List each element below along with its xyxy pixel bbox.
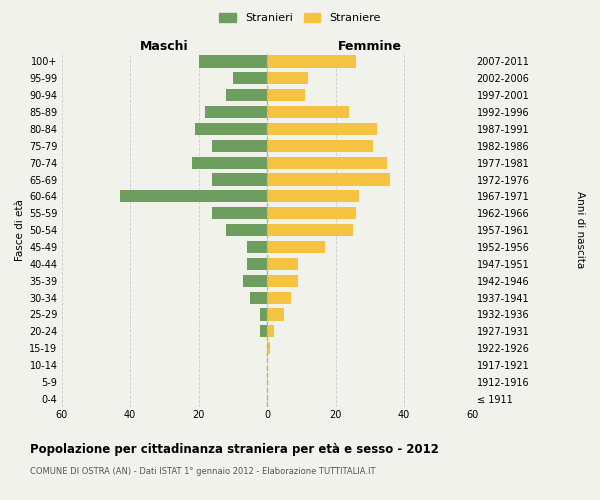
Bar [267, 89, 305, 101]
Legend: Stranieri, Straniere: Stranieri, Straniere [215, 8, 385, 28]
Bar [212, 207, 267, 220]
Bar [120, 190, 267, 202]
Bar [195, 123, 267, 135]
Bar [267, 123, 377, 135]
Text: Femmine: Femmine [338, 40, 402, 53]
Bar [267, 325, 274, 338]
Bar [267, 106, 349, 118]
Y-axis label: Fasce di età: Fasce di età [15, 199, 25, 261]
Bar [212, 174, 267, 186]
Bar [267, 140, 373, 152]
Bar [267, 241, 325, 253]
Bar [226, 224, 267, 236]
Bar [233, 72, 267, 85]
Y-axis label: Anni di nascita: Anni di nascita [575, 192, 585, 268]
Bar [199, 56, 267, 68]
Bar [243, 274, 267, 287]
Bar [192, 156, 267, 168]
Bar [267, 308, 284, 320]
Bar [267, 274, 298, 287]
Bar [260, 325, 267, 338]
Bar [267, 56, 356, 68]
Bar [267, 224, 353, 236]
Bar [267, 342, 271, 354]
Bar [226, 89, 267, 101]
Bar [250, 292, 267, 304]
Bar [267, 156, 387, 168]
Bar [267, 174, 390, 186]
Bar [247, 258, 267, 270]
Bar [247, 241, 267, 253]
Text: Maschi: Maschi [140, 40, 188, 53]
Text: COMUNE DI OSTRA (AN) - Dati ISTAT 1° gennaio 2012 - Elaborazione TUTTITALIA.IT: COMUNE DI OSTRA (AN) - Dati ISTAT 1° gen… [30, 468, 376, 476]
Bar [260, 308, 267, 320]
Bar [267, 207, 356, 220]
Bar [267, 72, 308, 85]
Text: Popolazione per cittadinanza straniera per età e sesso - 2012: Popolazione per cittadinanza straniera p… [30, 442, 439, 456]
Bar [205, 106, 267, 118]
Bar [267, 190, 359, 202]
Bar [212, 140, 267, 152]
Bar [267, 258, 298, 270]
Bar [267, 292, 291, 304]
